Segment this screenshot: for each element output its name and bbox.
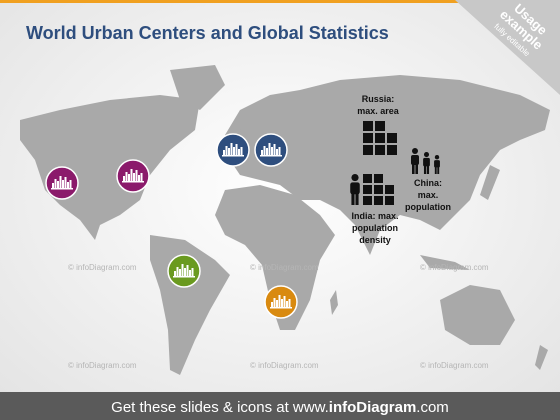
watermarks: © infoDiagram.com © infoDiagram.com © in… — [68, 263, 489, 370]
footer-lead: Get these slides & icons at www. — [111, 399, 329, 416]
label: population — [405, 202, 451, 212]
watermark: © infoDiagram.com — [420, 263, 489, 272]
world-map — [20, 65, 550, 375]
city-markers — [45, 133, 298, 319]
label: population — [352, 223, 398, 233]
label: density — [359, 235, 391, 245]
watermark: © infoDiagram.com — [68, 263, 137, 272]
watermark: © infoDiagram.com — [250, 361, 319, 370]
top-accent — [0, 0, 560, 3]
label: India: max. — [351, 211, 398, 221]
watermark: © infoDiagram.com — [68, 361, 137, 370]
footer-tail: .com — [416, 399, 449, 416]
footer-brand: infoDiagram — [329, 399, 417, 416]
russia-callout: Russia: max. area — [357, 94, 400, 155]
watermark: © infoDiagram.com — [420, 361, 489, 370]
label: max. area — [357, 106, 400, 116]
footer-bar — [0, 392, 560, 420]
china-callout: China: max. population — [405, 148, 451, 212]
label: Russia: — [362, 94, 395, 104]
label: max. — [418, 190, 439, 200]
watermark: © infoDiagram.com — [250, 263, 319, 272]
label: China: — [414, 178, 442, 188]
india-callout: India: max. population density — [350, 174, 399, 245]
title: World Urban Centers and Global Statistic… — [26, 23, 389, 43]
footer-text: Get these slides & icons at www.infoDiag… — [111, 399, 449, 416]
